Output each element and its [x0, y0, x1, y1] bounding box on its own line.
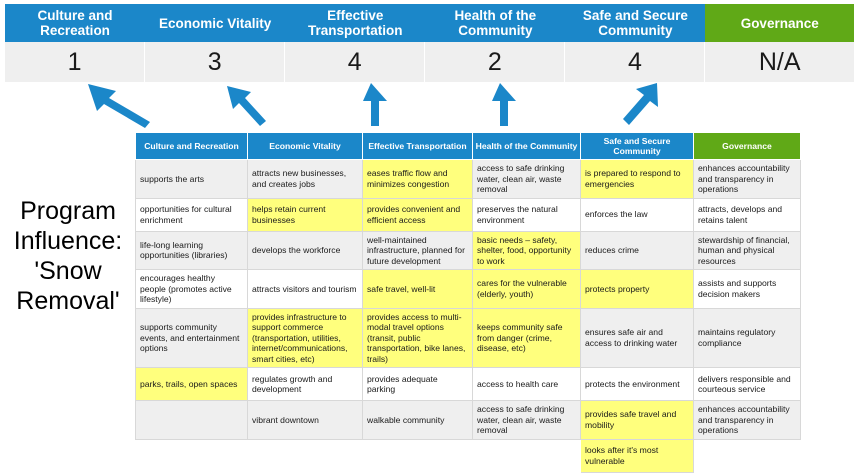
- matrix-cell: regulates growth and development: [247, 367, 363, 401]
- matrix-body: supports the arts attracts new businesses…: [135, 159, 801, 473]
- matrix-row: life-long learning opportunities (librar…: [135, 230, 801, 270]
- scorecard-value-culture-and-recreation: 1: [5, 42, 146, 82]
- matrix-cell: access to safe drinking water, clean air…: [472, 159, 581, 199]
- scorecard-header-health-of-the-community: Health of the Community: [425, 4, 566, 42]
- arrow-health-of-the-community: [492, 83, 516, 126]
- caption-line-2: Influence:: [13, 227, 123, 255]
- scorecard-value-health-of-the-community: 2: [425, 42, 566, 82]
- matrix-cell: enhances accountability and transparency…: [693, 159, 801, 199]
- matrix-cell: maintains regulatory compliance: [693, 307, 801, 368]
- matrix-cell: stewardship of financial, human and phys…: [693, 230, 801, 270]
- matrix-cell: vibrant downtown: [247, 400, 363, 440]
- scorecard-header-effective-transportation: Effective Transportation: [285, 4, 426, 42]
- scorecard-header-safe-and-secure-community: Safe and Secure Community: [565, 4, 706, 42]
- matrix-cell: cares for the vulnerable (elderly, youth…: [472, 269, 581, 309]
- matrix-cell: opportunities for cultural enrichment: [135, 197, 248, 232]
- matrix-cell: eases traffic flow and minimizes congest…: [362, 159, 473, 199]
- program-influence-matrix: Culture and Recreation Economic Vitality…: [135, 132, 801, 473]
- matrix-cell: supports the arts: [135, 159, 248, 199]
- matrix-cell: well-maintained infrastructure, planned …: [362, 230, 473, 270]
- matrix-cell: life-long learning opportunities (librar…: [135, 230, 248, 270]
- matrix-cell: encourages healthy people (promotes acti…: [135, 269, 248, 309]
- matrix-cell: enforces the law: [580, 197, 694, 232]
- matrix-header-effective-transportation: Effective Transportation: [362, 132, 473, 160]
- matrix-row: supports community events, and entertain…: [135, 307, 801, 368]
- matrix-cell: provides access to multi-modal travel op…: [362, 307, 473, 368]
- matrix-header-health-of-the-community: Health of the Community: [472, 132, 581, 160]
- matrix-cell: access to safe drinking water, clean air…: [472, 400, 581, 440]
- matrix-cell: basic needs – safety, shelter, food, opp…: [472, 230, 581, 270]
- caption-line-4: Removal': [16, 287, 120, 315]
- matrix-cell: is prepared to respond to emergencies: [580, 159, 694, 199]
- matrix-row: encourages healthy people (promotes acti…: [135, 269, 801, 309]
- caption-line-1: Program: [20, 197, 116, 225]
- arrow-effective-transportation: [363, 83, 387, 126]
- matrix-cell: safe travel, well-lit: [362, 269, 473, 309]
- scorecard-header-culture-and-recreation: Culture and Recreation: [5, 4, 146, 42]
- matrix-header-governance: Governance: [693, 132, 801, 160]
- matrix-cell: delivers responsible and courteous servi…: [693, 367, 801, 401]
- matrix-header-safe-and-secure-community: Safe and Secure Community: [580, 132, 694, 160]
- matrix-cell: develops the workforce: [247, 230, 363, 270]
- matrix-header-economic-vitality: Economic Vitality: [247, 132, 363, 160]
- matrix-cell: preserves the natural environment: [472, 197, 581, 232]
- scorecard-header-economic-vitality: Economic Vitality: [145, 4, 286, 42]
- matrix-row: vibrant downtown walkable community access…: [135, 400, 801, 440]
- arrow-economic-vitality: [227, 86, 266, 126]
- matrix-cell: protects the environment: [580, 367, 694, 401]
- matrix-cell: [248, 439, 363, 472]
- matrix-cell: looks after it's most vulnerable: [580, 438, 694, 473]
- matrix-row: looks after it's most vulnerable: [136, 438, 801, 473]
- matrix-cell: parks, trails, open spaces: [135, 367, 248, 401]
- scorecard-value-economic-vitality: 3: [145, 42, 286, 82]
- matrix-cell: [694, 439, 801, 472]
- influence-arrows-group: [88, 83, 658, 128]
- arrow-culture-and-recreation: [88, 84, 150, 128]
- scorecard-column-effective-transportation: Effective Transportation 4: [285, 4, 426, 82]
- scorecard-value-safe-and-secure-community: 4: [565, 42, 706, 82]
- scorecard-header-governance: Governance: [705, 4, 854, 42]
- matrix-cell: supports community events, and entertain…: [135, 307, 248, 368]
- matrix-cell: walkable community: [362, 400, 473, 440]
- scorecard-value-effective-transportation: 4: [285, 42, 426, 82]
- matrix-cell: provides adequate parking: [362, 367, 473, 401]
- matrix-header-row: Culture and Recreation Economic Vitality…: [135, 132, 801, 160]
- scorecard-column-safe-and-secure-community: Safe and Secure Community 4: [565, 4, 706, 82]
- scorecard-column-economic-vitality: Economic Vitality 3: [145, 4, 286, 82]
- matrix-header-culture-and-recreation: Culture and Recreation: [135, 132, 248, 160]
- scorecard-column-health-of-the-community: Health of the Community 2: [425, 4, 566, 82]
- matrix-cell: [473, 439, 581, 472]
- matrix-cell: attracts, develops and retains talent: [693, 197, 801, 232]
- arrow-safe-and-secure-community: [623, 83, 658, 125]
- matrix-cell: provides safe travel and mobility: [580, 400, 694, 440]
- matrix-cell: reduces crime: [580, 230, 694, 270]
- matrix-cell: protects property: [580, 269, 694, 309]
- matrix-cell: provides convenient and efficient access: [362, 197, 473, 232]
- matrix-cell: [136, 439, 248, 472]
- program-influence-caption: Program Influence: 'Snow Removal': [2, 196, 134, 316]
- strategic-priorities-scorecard: Culture and Recreation 1 Economic Vitali…: [5, 4, 854, 82]
- matrix-row: parks, trails, open spaces regulates grow…: [135, 367, 801, 401]
- matrix-cell: attracts visitors and tourism: [247, 269, 363, 309]
- matrix-cell: provides infrastructure to support comme…: [247, 307, 363, 368]
- matrix-row: opportunities for cultural enrichment hel…: [135, 197, 801, 232]
- scorecard-column-governance: Governance N/A: [705, 4, 854, 82]
- matrix-cell: ensures safe air and access to drinking …: [580, 307, 694, 368]
- matrix-cell: keeps community safe from danger (crime,…: [472, 307, 581, 368]
- matrix-cell: access to health care: [472, 367, 581, 401]
- matrix-cell: [135, 400, 248, 440]
- matrix-cell: helps retain current businesses: [247, 197, 363, 232]
- matrix-row: supports the arts attracts new businesses…: [135, 159, 801, 199]
- matrix-cell: assists and supports decision makers: [693, 269, 801, 309]
- matrix-cell: enhances accountability and transparency…: [693, 400, 801, 440]
- matrix-cell: attracts new businesses, and creates job…: [247, 159, 363, 199]
- scorecard-column-culture-and-recreation: Culture and Recreation 1: [5, 4, 146, 82]
- scorecard-value-governance: N/A: [705, 42, 854, 82]
- caption-line-3: 'Snow: [34, 257, 102, 285]
- matrix-cell: [363, 439, 473, 472]
